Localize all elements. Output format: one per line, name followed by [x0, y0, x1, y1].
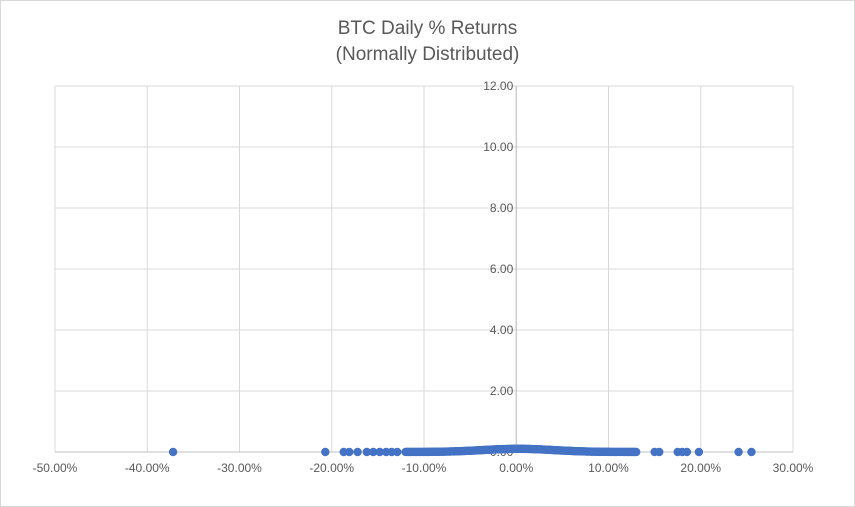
data-point — [345, 447, 354, 457]
x-tick-labels: -50.00% -40.00% -30.00% -20.00% -10.00% 0.00%… — [33, 461, 814, 475]
y-tick-label: 10.00 — [483, 140, 513, 154]
data-point — [682, 447, 692, 457]
data-point — [353, 447, 362, 457]
data-point — [655, 447, 664, 457]
data-point — [362, 447, 372, 457]
data-point — [631, 447, 641, 457]
y-tick-label: 4.00 — [490, 323, 514, 337]
x-tick-label: -50.00% — [33, 461, 78, 475]
data-point — [375, 447, 384, 457]
y-tick-label: 12.00 — [483, 79, 513, 93]
x-tick-label: -30.00% — [217, 461, 262, 475]
chart-title-line-1: BTC Daily % Returns — [337, 18, 518, 39]
chart-subtitle-line-2: (Normally Distributed) — [335, 44, 520, 65]
data-point — [734, 447, 743, 457]
x-tick-label: -20.00% — [309, 461, 354, 475]
x-tick-label: 20.00% — [680, 461, 721, 475]
data-point — [321, 447, 330, 457]
x-tick-label: 30.00% — [773, 461, 814, 475]
data-point — [393, 447, 402, 457]
y-tick-label: 6.00 — [490, 262, 514, 276]
data-points — [168, 444, 756, 457]
data-point — [168, 447, 178, 457]
x-tick-label: -10.00% — [402, 461, 447, 475]
x-tick-label: -40.00% — [125, 461, 170, 475]
x-tick-label: 0.00% — [499, 461, 533, 475]
data-point — [694, 447, 704, 457]
data-point — [747, 447, 756, 457]
x-tick-label: 10.00% — [588, 461, 629, 475]
y-tick-label: 2.00 — [490, 384, 514, 398]
data-point — [369, 447, 378, 457]
y-tick-label: 8.00 — [490, 201, 514, 215]
